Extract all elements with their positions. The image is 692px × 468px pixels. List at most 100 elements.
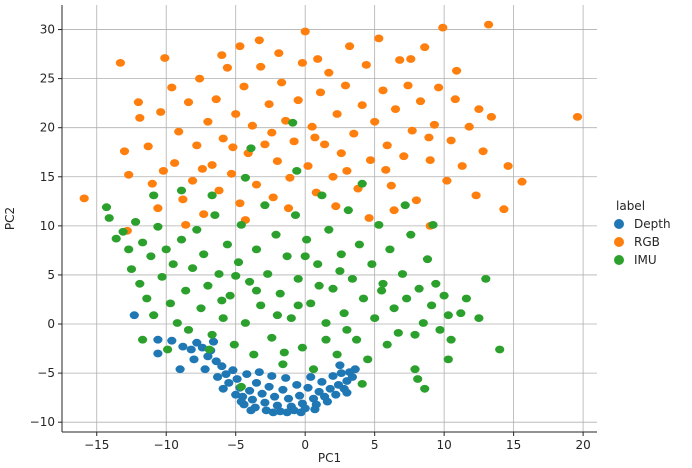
- data-point: [163, 345, 173, 354]
- y-tick-label: −5: [37, 366, 55, 380]
- data-point: [228, 366, 238, 375]
- data-point: [431, 279, 441, 288]
- data-point: [197, 343, 207, 352]
- data-point: [471, 191, 481, 200]
- data-point: [231, 390, 241, 399]
- data-point: [131, 218, 141, 226]
- data-point: [307, 122, 317, 131]
- data-point: [303, 383, 313, 392]
- legend-label-depth: Depth: [634, 217, 671, 231]
- data-point: [210, 211, 220, 220]
- x-tick-label: 10: [437, 438, 452, 452]
- data-point: [390, 105, 401, 113]
- data-point: [168, 260, 178, 268]
- data-point: [126, 265, 137, 273]
- y-tick-label: 30: [40, 23, 55, 37]
- data-point: [424, 133, 434, 142]
- data-point: [429, 120, 439, 129]
- data-point: [261, 406, 271, 415]
- data-point: [328, 172, 338, 181]
- data-point: [183, 326, 194, 334]
- data-point: [264, 382, 274, 391]
- data-point: [452, 66, 462, 75]
- data-point: [347, 373, 357, 381]
- data-point: [203, 281, 213, 290]
- data-point: [435, 326, 445, 334]
- legend-title: label: [616, 199, 645, 213]
- data-point: [389, 206, 399, 215]
- data-point: [438, 23, 448, 32]
- data-point: [235, 199, 245, 208]
- data-point: [195, 74, 205, 83]
- data-point: [286, 314, 296, 322]
- data-point: [79, 194, 89, 203]
- series-rgb: [79, 20, 583, 235]
- data-point: [474, 314, 484, 322]
- data-point: [324, 225, 334, 234]
- data-point: [314, 387, 324, 396]
- data-point: [427, 301, 437, 310]
- data-point: [254, 368, 264, 376]
- data-point: [450, 95, 460, 104]
- data-point: [406, 55, 416, 63]
- legend-marker-imu: [614, 255, 624, 265]
- data-point: [349, 129, 359, 138]
- data-point: [297, 59, 307, 67]
- data-point: [156, 108, 166, 116]
- data-point: [270, 392, 280, 401]
- data-point: [124, 170, 134, 179]
- data-point: [153, 349, 163, 358]
- data-point: [135, 114, 145, 122]
- data-point: [267, 128, 277, 137]
- data-point: [285, 173, 295, 182]
- data-point: [474, 105, 484, 113]
- data-point: [310, 405, 320, 414]
- data-point: [367, 260, 377, 268]
- data-point: [236, 382, 246, 391]
- data-point: [377, 286, 387, 295]
- data-point: [101, 203, 112, 212]
- data-point: [239, 82, 249, 91]
- data-point: [343, 206, 353, 215]
- data-point: [413, 375, 423, 383]
- legend-marker-depth: [614, 219, 624, 229]
- data-point: [257, 389, 267, 398]
- data-point: [303, 162, 313, 170]
- data-point: [352, 335, 362, 344]
- y-tick-label: 20: [40, 121, 55, 135]
- data-point: [272, 401, 282, 410]
- data-point: [345, 42, 355, 51]
- data-point: [217, 362, 227, 371]
- data-point: [138, 335, 148, 344]
- data-point: [228, 143, 238, 152]
- data-point: [214, 186, 224, 195]
- legend-label-rgb: RGB: [634, 235, 660, 249]
- data-point: [281, 116, 291, 125]
- data-point: [147, 179, 157, 188]
- data-point: [428, 221, 438, 229]
- axes: [58, 5, 597, 436]
- data-point: [251, 286, 262, 295]
- data-point: [245, 386, 255, 395]
- data-point: [381, 166, 391, 174]
- data-point: [420, 43, 430, 52]
- data-point: [374, 34, 384, 43]
- data-point: [335, 361, 345, 370]
- data-point: [204, 345, 214, 354]
- data-point: [313, 260, 323, 268]
- data-point: [175, 365, 185, 374]
- data-point: [142, 294, 152, 303]
- data-point: [410, 365, 420, 374]
- data-point: [324, 68, 334, 77]
- data-point: [161, 245, 171, 254]
- data-point: [332, 110, 342, 118]
- x-tick-label: 20: [575, 438, 590, 452]
- data-point: [267, 333, 277, 342]
- data-point: [268, 193, 278, 202]
- y-tick-label: 5: [47, 268, 55, 282]
- data-point: [350, 365, 360, 374]
- x-tick-label: −15: [84, 438, 109, 452]
- data-point: [364, 214, 374, 222]
- data-point: [188, 264, 198, 272]
- data-point: [434, 83, 444, 92]
